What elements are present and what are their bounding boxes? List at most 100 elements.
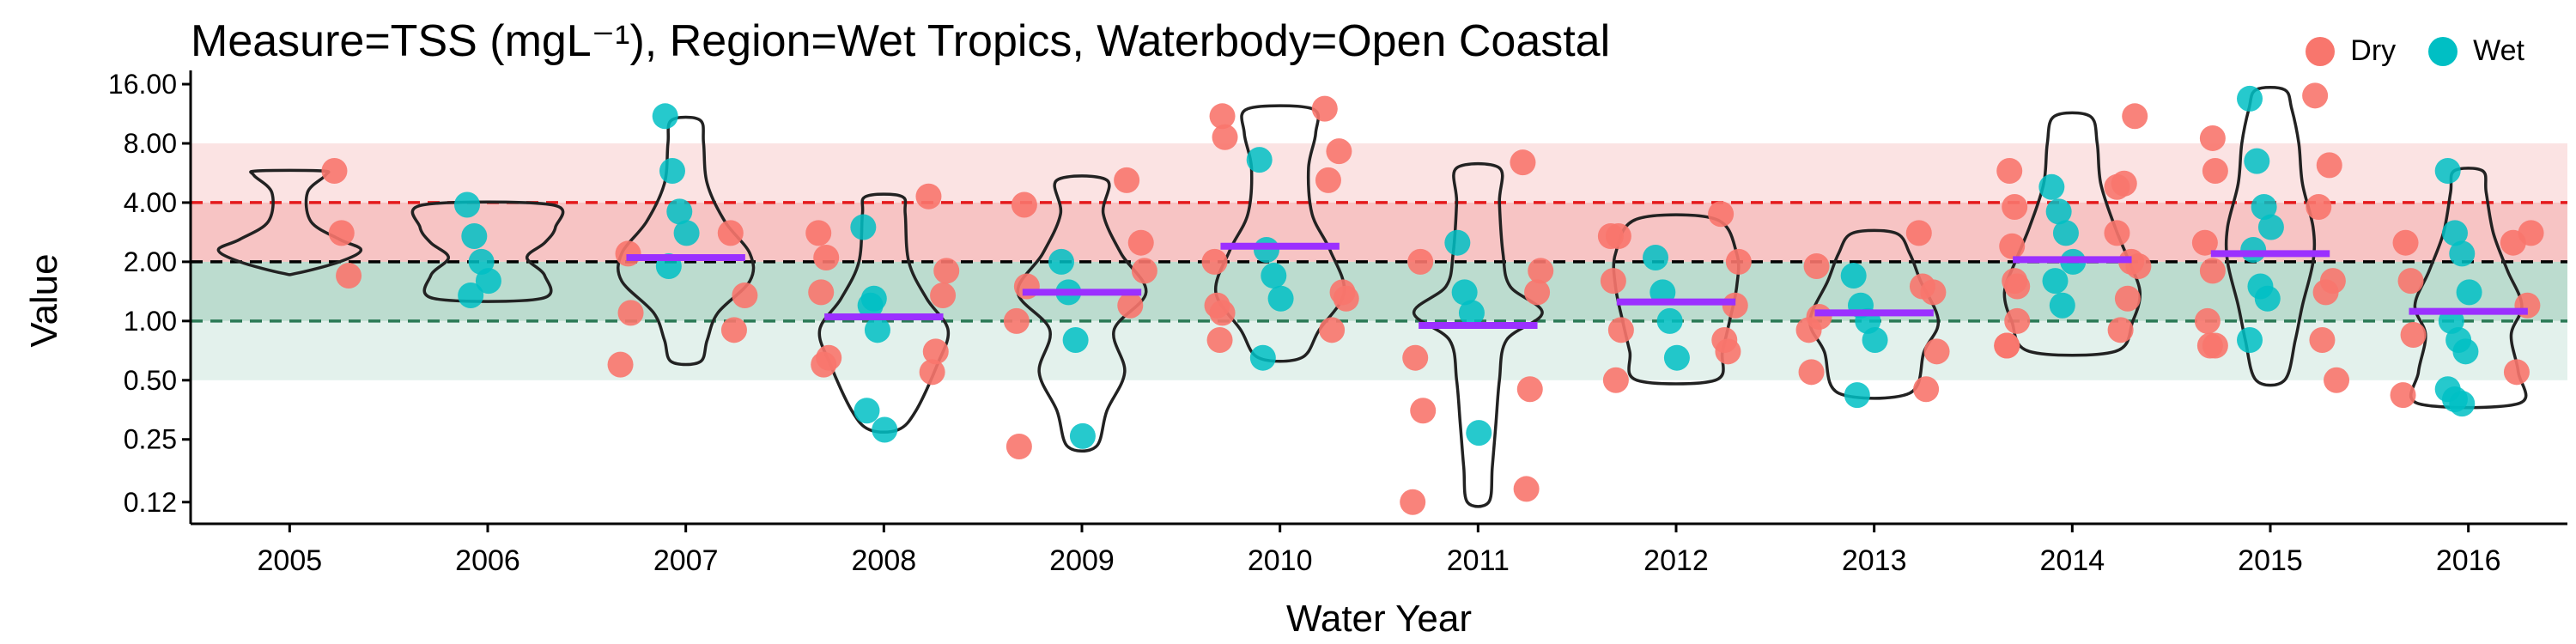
x-tick-label: 2008 [852,544,917,577]
y-tick-label: 0.12 [124,487,177,518]
x-tick-label: 2010 [1248,544,1313,577]
point-wet-2011 [1458,300,1485,326]
point-dry-2014 [2107,317,2134,343]
point-dry-2016 [2397,268,2424,295]
point-dry-2012 [1715,338,1741,365]
point-wet-2008 [872,416,898,443]
point-dry-2013 [1905,220,1932,246]
point-dry-2011 [1516,376,1543,403]
violin-2011 [1412,161,1544,508]
point-dry-2009 [1131,258,1157,284]
point-dry-2009 [1127,229,1154,256]
point-dry-2015 [2199,258,2226,284]
legend-wet-swatch [2428,36,2458,66]
x-tick-label: 2005 [258,544,323,577]
point-wet-2010 [1253,236,1279,263]
point-dry-2011 [1524,279,1551,306]
point-dry-2011 [1528,258,1554,284]
point-wet-2009 [1062,327,1089,354]
point-dry-2011 [1400,489,1426,515]
point-dry-2011 [1402,344,1429,371]
point-wet-2007 [666,198,693,225]
point-wet-2016 [2441,220,2468,246]
point-wet-2016 [2452,338,2479,365]
point-dry-2015 [2309,327,2336,354]
point-dry-2012 [1597,223,1624,250]
point-dry-2010 [1319,317,1346,343]
point-dry-2013 [1923,338,1950,365]
point-dry-2014 [2122,103,2148,130]
point-wet-2015 [2254,285,2281,312]
point-dry-2010 [1206,327,1233,354]
threshold-band-2 [191,261,2567,321]
x-axis-title: Water Year [1286,598,1472,640]
point-wet-2009 [1069,422,1096,449]
point-wet-2007 [652,103,678,130]
x-tick-label: 2006 [455,544,520,577]
point-dry-2007 [615,240,641,267]
point-dry-2008 [930,282,957,308]
point-dry-2007 [720,317,747,343]
point-wet-2012 [1643,245,1669,271]
point-wet-2016 [2434,157,2461,184]
point-dry-2015 [2324,367,2350,393]
point-dry-2015 [2302,82,2329,109]
y-tick-label: 0.50 [124,365,177,396]
point-wet-2008 [850,214,877,240]
point-dry-2012 [1602,367,1629,393]
point-wet-2015 [2240,236,2267,263]
point-dry-2016 [2392,229,2419,256]
point-dry-2015 [2202,332,2228,359]
x-tick-label: 2015 [2238,544,2303,577]
point-dry-2014 [2002,268,2028,295]
x-tick-label: 2011 [1447,544,1510,577]
point-wet-2015 [2257,214,2284,240]
point-dry-2014 [1994,332,2020,359]
legend-dry-swatch [2306,36,2336,66]
threshold-band-0 [191,143,2567,203]
point-dry-2005 [328,220,355,246]
point-dry-2008 [922,338,949,365]
point-dry-2016 [2400,322,2427,349]
point-wet-2015 [2237,85,2263,112]
point-dry-2014 [1996,157,2023,184]
point-dry-2012 [1607,317,1634,343]
point-dry-2005 [321,157,348,184]
point-dry-2009 [1114,167,1140,193]
point-dry-2013 [1803,252,1830,279]
point-wet-2014 [2038,173,2065,200]
point-dry-2011 [1410,398,1437,424]
legend: Dry Wet [2288,34,2524,68]
point-dry-2007 [717,220,744,246]
point-dry-2008 [933,258,960,284]
point-dry-2015 [2194,307,2221,334]
legend-dry-label: Dry [2350,34,2397,67]
point-wet-2011 [1466,420,1492,447]
point-wet-2016 [2456,279,2482,306]
point-dry-2010 [1209,103,1236,130]
point-dry-2008 [811,351,837,378]
point-dry-2013 [1798,359,1825,386]
point-dry-2005 [336,263,362,289]
y-tick-label: 0.25 [124,424,177,455]
x-tick-label: 2007 [653,544,719,577]
point-dry-2009 [1003,307,1030,334]
point-wet-2010 [1246,147,1273,173]
point-wet-2014 [2049,292,2075,319]
point-wet-2006 [454,191,481,218]
violin-2013 [1808,228,1941,400]
point-wet-2015 [2244,148,2270,174]
point-dry-2013 [1795,317,1822,343]
point-dry-2016 [2390,382,2416,409]
point-wet-2006 [461,223,488,250]
y-tick-label: 4.00 [124,187,177,218]
violin-2006 [410,200,565,303]
point-dry-2008 [915,183,942,210]
point-dry-2014 [2104,220,2130,246]
y-tick-label: 8.00 [124,128,177,159]
violin-2012 [1612,213,1741,386]
legend-wet-label: Wet [2473,34,2524,67]
point-dry-2015 [2191,229,2218,256]
point-wet-2008 [864,317,890,343]
